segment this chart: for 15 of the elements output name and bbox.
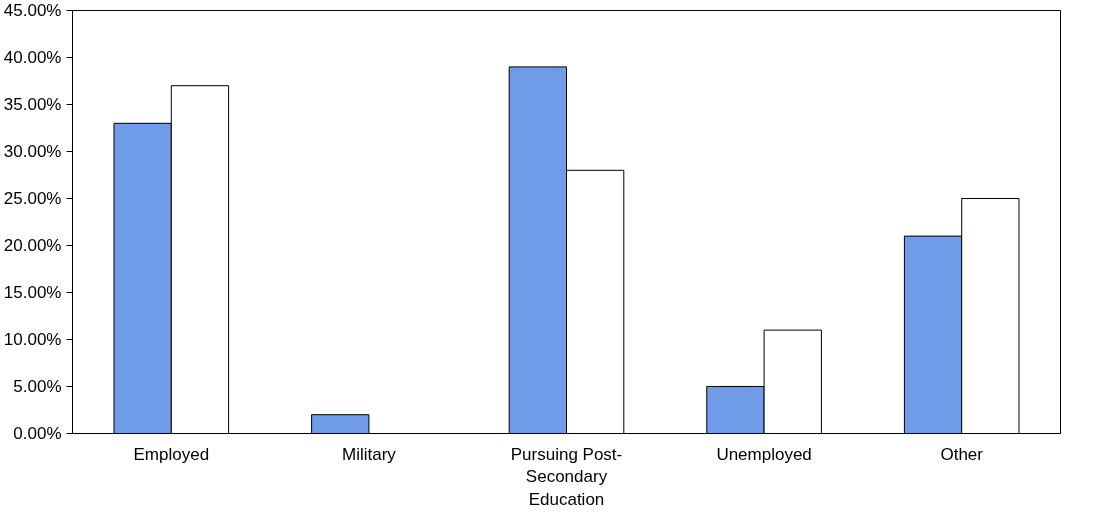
y-tick-label: 30.00%: [3, 142, 62, 161]
y-tick-label: 0.00%: [13, 424, 62, 443]
y-tick-label: 15.00%: [3, 283, 62, 302]
y-tick-label: 40.00%: [3, 48, 62, 67]
x-tick-label: Military: [341, 444, 397, 464]
y-tick-label: 45.00%: [3, 1, 62, 20]
y-tick-label: 5.00%: [13, 377, 62, 396]
x-tick-label: Employed: [133, 444, 210, 464]
x-tick-label: Other: [940, 444, 984, 464]
x-tick-label: Unemployed: [716, 444, 812, 464]
x-tick-label: Pursuing Post-Secondary Education: [510, 444, 623, 510]
y-tick-label: 20.00%: [3, 236, 62, 255]
y-tick-label: 35.00%: [3, 95, 62, 114]
y-tick-label: 10.00%: [3, 330, 62, 349]
y-tick-label: 25.00%: [3, 189, 62, 208]
